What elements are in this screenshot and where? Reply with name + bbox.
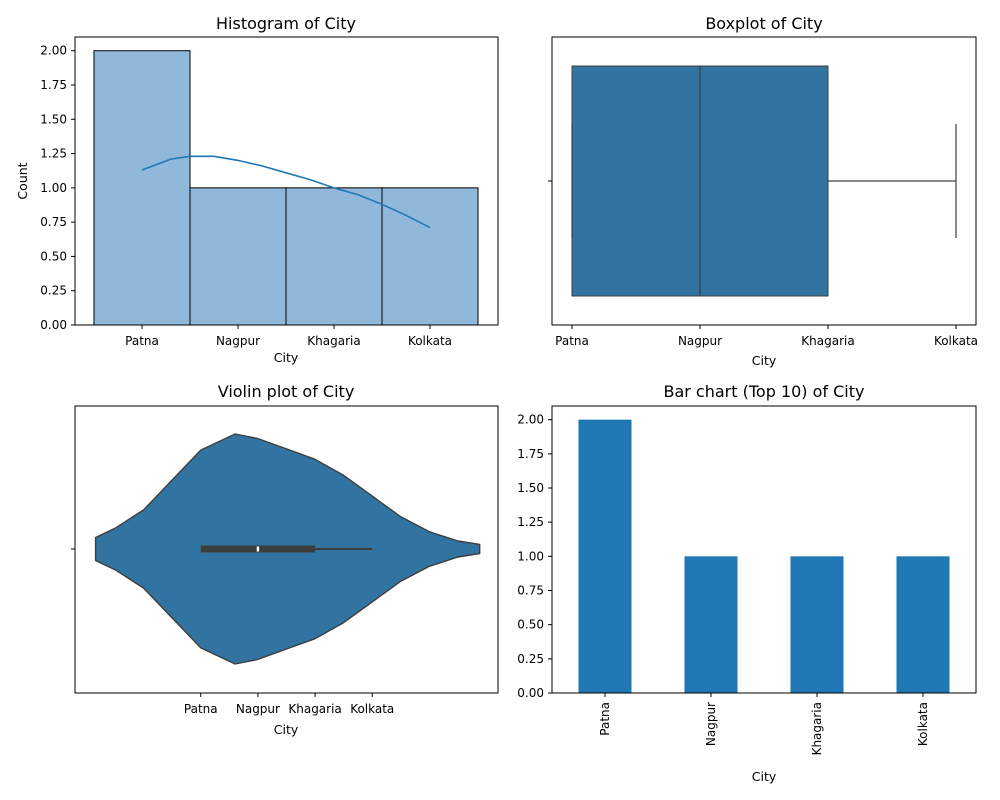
violin-axes: Patna Nagpur Khagaria Kolkata: [71, 548, 394, 716]
histogram-ytick-label: 2.00: [40, 44, 67, 58]
bar-ytick-label: 0.25: [517, 652, 544, 666]
boxplot-xtick-label: Kolkata: [934, 334, 978, 348]
histogram-ylabel: Count: [15, 162, 30, 199]
histogram-marks: [93, 50, 479, 326]
bar-xtick-label: Khagaria: [810, 702, 824, 755]
histogram-xtick-label: Khagaria: [307, 334, 360, 348]
boxplot-xtick-label: Nagpur: [678, 334, 722, 348]
histogram-bar: [381, 187, 479, 326]
histogram-ytick-label: 0.25: [40, 284, 67, 298]
bar-ytick-label: 1.75: [517, 447, 544, 461]
histogram-title: Histogram of City: [216, 14, 356, 33]
bar-ytick-label: 0.75: [517, 584, 544, 598]
violin-xtick-label: Khagaria: [288, 702, 341, 716]
bar-ytick-label: 2.00: [517, 413, 544, 427]
bar: [684, 556, 738, 693]
histogram-panel: Histogram of City Patna Nagpur Khagaria Kol…: [15, 14, 499, 365]
bar-marks: [578, 419, 950, 693]
histogram-kde-line: [141, 155, 431, 229]
violin-panel: Violin plot of City Patna Nagpur Khagaria K…: [71, 382, 499, 737]
histogram-ytick-label: 0.75: [40, 215, 67, 229]
bar: [896, 556, 950, 693]
boxplot-xtick-label: Khagaria: [801, 334, 854, 348]
bar-ytick-label: 1.00: [517, 549, 544, 563]
bar-title: Bar chart (Top 10) of City: [663, 382, 864, 401]
bar-ytick-label: 1.25: [517, 515, 544, 529]
histogram-xtick-label: Kolkata: [408, 334, 452, 348]
histogram-axes: Patna Nagpur Khagaria Kolkata 0.00 0.25 0.50 0.…: [40, 44, 452, 348]
boxplot-panel: Boxplot of City Patna Nagpur Khagaria Kolka…: [548, 14, 978, 368]
histogram-ytick-label: 1.50: [40, 112, 67, 126]
bar-axes: Patna Nagpur Khagaria Kolkata 0.00 0.25 0.50 0.…: [517, 413, 930, 756]
bar-ytick-label: 0.00: [517, 686, 544, 700]
histogram-ytick-label: 0.50: [40, 249, 67, 263]
bar-axes-frame: [551, 405, 977, 694]
violin-title: Violin plot of City: [218, 382, 355, 401]
bar-xtick-label: Patna: [598, 702, 612, 736]
violin-median-marker: [256, 546, 260, 552]
violin-xtick-label: Nagpur: [236, 702, 280, 716]
boxplot-title: Boxplot of City: [705, 14, 822, 33]
histogram-ytick-label: 1.75: [40, 78, 67, 92]
histogram-xlabel: City: [274, 350, 299, 365]
histogram-ytick-label: 1.00: [40, 181, 67, 195]
bar-xtick-label: Kolkata: [916, 702, 930, 746]
bar-ytick-label: 0.50: [517, 618, 544, 632]
histogram-bar: [93, 50, 191, 326]
histogram-axes-frame: [74, 36, 499, 326]
histogram-bar: [285, 187, 383, 326]
boxplot-marks: [571, 65, 957, 297]
bar-panel: Bar chart (Top 10) of City Patna Nagpur Kh…: [517, 382, 977, 784]
histogram-xtick-label: Nagpur: [216, 334, 260, 348]
bar-ytick-label: 1.50: [517, 481, 544, 495]
histogram-bar: [189, 187, 287, 326]
bar: [578, 419, 632, 693]
bar-xtick-label: Nagpur: [704, 702, 718, 746]
boxplot-axes: Patna Nagpur Khagaria Kolkata: [548, 180, 978, 348]
histogram-ytick-label: 0.00: [40, 318, 67, 332]
boxplot-xlabel: City: [752, 353, 777, 368]
bar-xlabel: City: [752, 769, 777, 784]
bar: [790, 556, 844, 693]
histogram-ytick-label: 1.25: [40, 147, 67, 161]
boxplot-xtick-label: Patna: [555, 334, 589, 348]
violin-xlabel: City: [274, 722, 299, 737]
violin-marks: [94, 433, 481, 665]
histogram-xtick-label: Patna: [125, 334, 159, 348]
violin-xtick-label: Patna: [184, 702, 218, 716]
violin-xtick-label: Kolkata: [350, 702, 394, 716]
